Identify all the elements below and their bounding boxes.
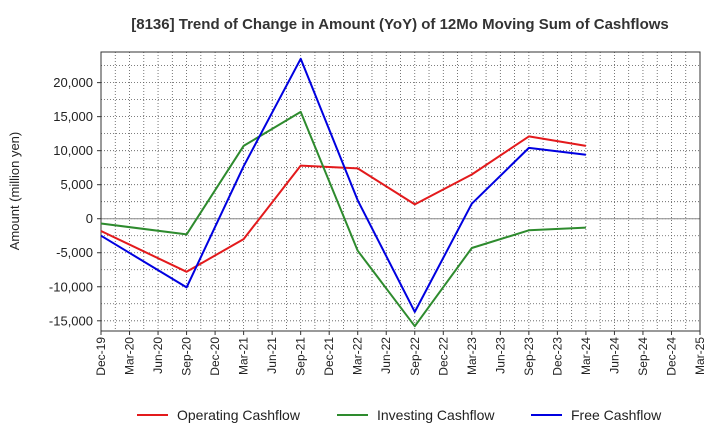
- x-tick-label: Jun-21: [265, 337, 279, 374]
- x-tick-label: Sep-23: [522, 337, 536, 376]
- x-tick-label: Dec-22: [436, 337, 450, 376]
- legend: Operating Cashflow Investing Cashflow Free…: [137, 407, 662, 423]
- y-tick-label: -15,000: [49, 313, 93, 328]
- series-line-free-cashflow: [100, 57, 587, 313]
- y-tick-label: 10,000: [53, 143, 93, 158]
- x-axis-ticks: Dec-19 Mar-20 Jun-20 Sep-20 Dec-20 Mar-21 Jun-…: [94, 331, 707, 376]
- x-tick-label: Dec-23: [550, 337, 564, 376]
- x-tick-label: Sep-20: [180, 337, 194, 376]
- x-tick-label: Jun-24: [607, 337, 621, 374]
- legend-label: Investing Cashflow: [377, 407, 495, 423]
- x-tick-label: Mar-23: [465, 337, 479, 375]
- series-line-investing-cashflow: [100, 110, 586, 328]
- x-tick-label: Jun-20: [151, 337, 165, 374]
- y-axis-label: Amount (million yen): [7, 132, 22, 251]
- y-axis-ticks: -15,000 -10,000 -5,000 0 5,000 10,000 15,000 20…: [49, 75, 101, 328]
- x-tick-label: Mar-24: [579, 337, 593, 375]
- x-tick-label: Sep-22: [408, 337, 422, 376]
- series-line-operating-cashflow: [100, 135, 587, 273]
- y-tick-label: 20,000: [53, 75, 93, 90]
- x-tick-label: Dec-21: [322, 337, 336, 376]
- x-tick-label: Mar-25: [693, 337, 707, 375]
- x-tick-label: Mar-20: [123, 337, 137, 375]
- plot-frame: [100, 51, 701, 332]
- legend-label: Operating Cashflow: [177, 407, 301, 423]
- legend-label: Free Cashflow: [571, 407, 662, 423]
- x-tick-label: Dec-19: [94, 337, 108, 376]
- x-tick-label: Jun-22: [379, 337, 393, 374]
- y-tick-label: 0: [86, 211, 93, 226]
- x-tick-label: Dec-20: [208, 337, 222, 376]
- x-tick-label: Mar-21: [237, 337, 251, 375]
- y-tick-label: 15,000: [53, 109, 93, 124]
- x-tick-label: Jun-23: [493, 337, 507, 374]
- series-layer: [100, 57, 587, 328]
- x-tick-label: Sep-21: [294, 337, 308, 376]
- y-tick-label: -5,000: [56, 245, 93, 260]
- x-tick-label: Mar-22: [351, 337, 365, 375]
- chart-title: [8136] Trend of Change in Amount (YoY) o…: [131, 16, 669, 33]
- y-tick-label: 5,000: [60, 177, 93, 192]
- grid-layer: [100, 52, 701, 331]
- x-tick-label: Sep-24: [636, 337, 650, 376]
- x-tick-label: Dec-24: [664, 337, 678, 376]
- y-tick-label: -10,000: [49, 279, 93, 294]
